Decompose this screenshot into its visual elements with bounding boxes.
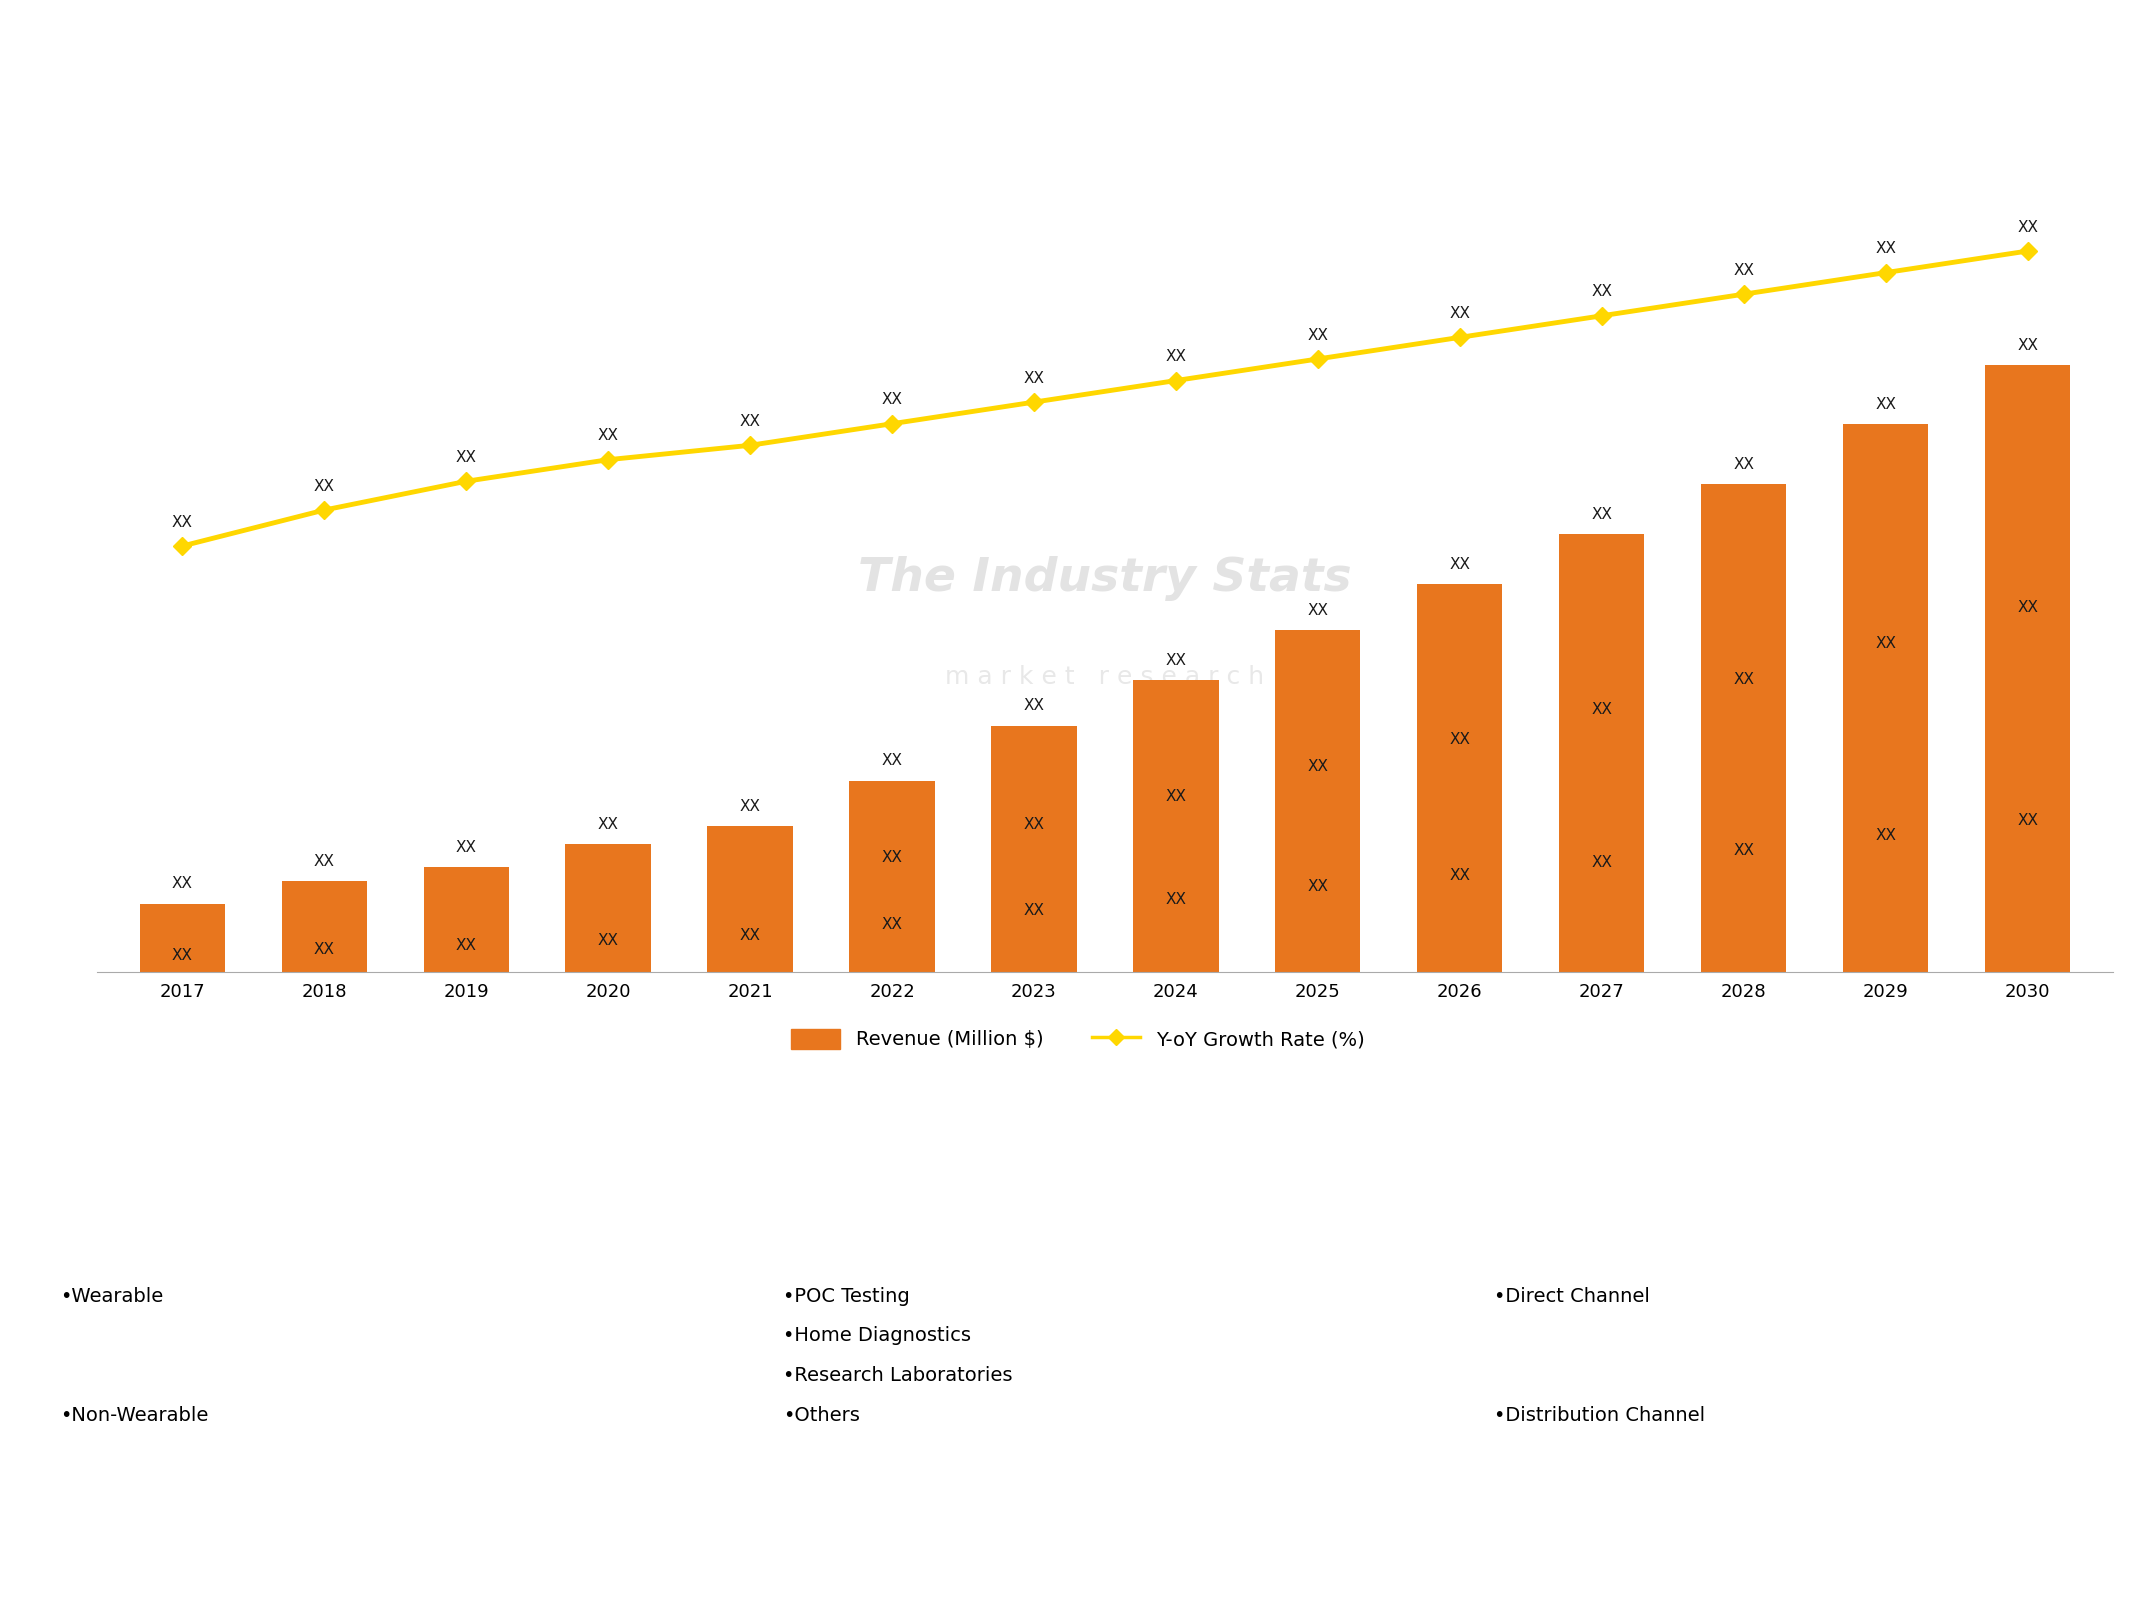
Text: •Wearable: •Wearable (60, 1287, 164, 1305)
Text: m a r k e t   r e s e a r c h: m a r k e t r e s e a r c h (944, 665, 1266, 689)
Text: •POC Testing: •POC Testing (783, 1287, 910, 1305)
Text: XX: XX (1024, 699, 1044, 714)
Text: XX: XX (597, 816, 619, 832)
Text: XX: XX (1733, 842, 1755, 858)
Text: XX: XX (1876, 241, 1897, 256)
Text: XX: XX (2018, 601, 2037, 615)
Text: XX: XX (1307, 328, 1328, 342)
Text: XX: XX (1307, 760, 1328, 775)
Text: XX: XX (740, 799, 761, 813)
Bar (282, 881, 367, 972)
Text: XX: XX (1876, 397, 1897, 411)
Text: •Others: •Others (783, 1406, 860, 1425)
Bar (707, 826, 793, 972)
Text: Application: Application (1005, 1192, 1130, 1212)
Bar (1416, 585, 1503, 972)
Text: XX: XX (172, 948, 192, 963)
Text: XX: XX (740, 415, 761, 429)
Bar (140, 903, 224, 972)
Bar (1559, 534, 1645, 972)
Text: Email: sales@theindustrystats.com: Email: sales@theindustrystats.com (901, 1523, 1255, 1543)
Text: XX: XX (313, 942, 334, 956)
Text: XX: XX (1591, 855, 1613, 869)
Text: XX: XX (1449, 731, 1470, 747)
Bar (1701, 484, 1787, 972)
Bar (1843, 424, 1927, 972)
Text: The Industry Stats: The Industry Stats (858, 556, 1352, 601)
Text: XX: XX (1876, 636, 1897, 651)
Text: •Research Laboratories: •Research Laboratories (783, 1366, 1011, 1385)
Text: Sales Channels: Sales Channels (1695, 1192, 1863, 1212)
Bar (992, 726, 1076, 972)
Text: •Distribution Channel: •Distribution Channel (1494, 1406, 1705, 1425)
Text: XX: XX (1307, 879, 1328, 893)
Text: XX: XX (882, 850, 903, 865)
Bar (1986, 365, 2070, 972)
Text: XX: XX (1733, 456, 1755, 471)
Text: XX: XX (1449, 558, 1470, 572)
Bar (849, 781, 934, 972)
Bar (1276, 630, 1360, 972)
Text: XX: XX (313, 479, 334, 493)
Text: XX: XX (1024, 903, 1044, 918)
Text: XX: XX (1449, 305, 1470, 321)
Legend: Revenue (Million $), Y-oY Growth Rate (%): Revenue (Million $), Y-oY Growth Rate (%… (783, 1020, 1373, 1057)
Text: XX: XX (1166, 789, 1186, 805)
Text: XX: XX (1591, 506, 1613, 522)
Text: XX: XX (2018, 337, 2037, 354)
Text: XX: XX (455, 938, 476, 953)
Text: XX: XX (1591, 702, 1613, 717)
Text: XX: XX (2018, 220, 2037, 235)
Text: XX: XX (882, 392, 903, 407)
Text: XX: XX (1166, 349, 1186, 365)
Text: XX: XX (455, 450, 476, 464)
Text: Website: www.theindustrystats.com: Website: www.theindustrystats.com (1723, 1523, 2091, 1543)
Text: XX: XX (882, 754, 903, 768)
Text: XX: XX (1733, 264, 1755, 278)
Text: Source: Theindustrystats Analysis: Source: Theindustrystats Analysis (65, 1523, 410, 1543)
Text: XX: XX (597, 429, 619, 444)
Text: XX: XX (1166, 652, 1186, 669)
Text: XX: XX (455, 840, 476, 855)
Text: Product Types: Product Types (267, 1192, 423, 1212)
Text: XX: XX (1024, 371, 1044, 386)
Text: XX: XX (172, 876, 192, 892)
Text: XX: XX (1591, 284, 1613, 299)
Bar (423, 868, 509, 972)
Bar (1134, 680, 1218, 972)
Text: •Home Diagnostics: •Home Diagnostics (783, 1326, 970, 1345)
Text: Fig. Global Biological Sensor Market Status and Outlook: Fig. Global Biological Sensor Market Sta… (26, 39, 1082, 71)
Text: XX: XX (1307, 603, 1328, 617)
Text: •Direct Channel: •Direct Channel (1494, 1287, 1649, 1305)
Text: XX: XX (2018, 813, 2037, 828)
Text: XX: XX (1733, 672, 1755, 686)
Text: •Non-Wearable: •Non-Wearable (60, 1406, 209, 1425)
Text: XX: XX (1166, 892, 1186, 906)
Text: XX: XX (882, 918, 903, 932)
Text: XX: XX (313, 853, 334, 869)
Text: XX: XX (597, 932, 619, 948)
Text: XX: XX (1024, 816, 1044, 832)
Text: XX: XX (1449, 868, 1470, 882)
Text: XX: XX (740, 929, 761, 943)
Text: XX: XX (172, 514, 192, 530)
Bar (565, 844, 651, 972)
Text: XX: XX (1876, 828, 1897, 842)
